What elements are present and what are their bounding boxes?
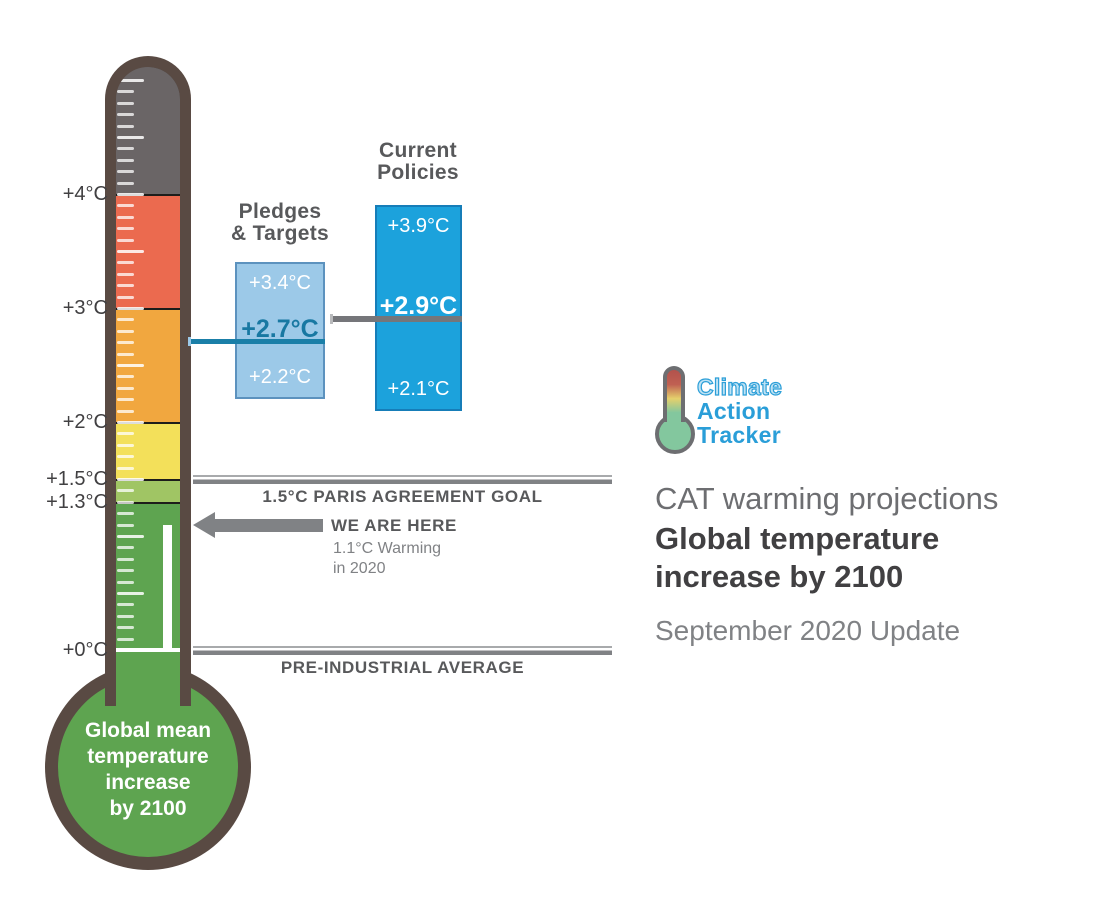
tick-mark (117, 113, 134, 117)
paris-goal-line (193, 475, 612, 484)
segment-1.3-1.5C (116, 479, 180, 502)
tick-mark (117, 307, 144, 310)
tick-mark (117, 592, 144, 595)
tick-mark (117, 603, 134, 607)
bulb-label-line: Global mean (84, 719, 212, 742)
pledges-targets-header: Pledges & Targets (231, 200, 329, 245)
chart-title-bold-2: increase by 2100 (655, 559, 904, 594)
tick-mark (117, 557, 134, 561)
logo-thermometer-tube-icon (663, 366, 685, 422)
bulb-label-line: temperature (87, 745, 209, 768)
paris-goal-label: 1.5°C PARIS AGREEMENT GOAL (262, 487, 543, 506)
pledges-min-value: +2.2°C (249, 366, 311, 389)
pledges-max-value: +3.4°C (249, 272, 311, 295)
zero-degree-line (116, 648, 180, 652)
tick-mark (117, 341, 134, 345)
axis-label: +1.5°C (46, 468, 108, 490)
tick-mark (117, 79, 144, 82)
tick-mark (117, 432, 134, 436)
tick-mark (117, 455, 134, 459)
tick-mark (117, 478, 144, 481)
axis-label: +1.3°C (46, 490, 108, 513)
pledges-median-line (191, 339, 325, 345)
tick-mark (117, 158, 134, 162)
logo-word-climate: Climate (696, 373, 783, 400)
tick-mark (117, 637, 134, 641)
tick-mark (117, 227, 134, 231)
axis-label: +4°C (62, 183, 108, 205)
current-median-line-cap (330, 314, 333, 325)
tick-mark (117, 523, 134, 527)
tick-mark (117, 614, 134, 618)
tick-mark (117, 272, 134, 276)
tick-mark (117, 569, 134, 573)
current-median-line (333, 316, 462, 323)
current-max-value: +3.9°C (387, 215, 450, 238)
pre-industrial-line (193, 646, 612, 655)
tick-mark (117, 580, 134, 584)
current-policies-bar: +3.9°C +2.9°C +2.1°C (375, 205, 462, 411)
current-policies-header: Current Policies (377, 139, 459, 184)
tick-mark (117, 318, 134, 322)
we-are-here-label: WE ARE HERE (331, 515, 457, 535)
thermometer-tube-fill (116, 67, 180, 713)
tick-mark (117, 261, 134, 265)
tick-mark (117, 364, 144, 367)
tick-mark (117, 535, 144, 538)
warming-2020-value: 1.1°C Warming (333, 539, 442, 557)
pledges-median-line-cap (188, 337, 191, 347)
tick-mark (117, 500, 134, 504)
tick-mark (117, 181, 134, 185)
we-are-here-arrow-shaft (214, 518, 323, 532)
logo-word-action: Action (697, 398, 771, 424)
axis-label: +0°C (62, 639, 108, 661)
tick-mark (117, 90, 134, 94)
tick-mark (117, 386, 134, 390)
bulb-label-line: increase (105, 771, 191, 794)
pre-industrial-label: PRE-INDUSTRIAL AVERAGE (280, 658, 525, 677)
tick-mark (117, 250, 144, 253)
tick-mark (117, 409, 134, 413)
tick-mark (117, 204, 134, 208)
tick-mark (117, 101, 134, 105)
tick-mark (117, 398, 134, 402)
tick-mark (117, 489, 134, 493)
axis-label: +2°C (62, 411, 108, 433)
current-warming-bar (163, 524, 172, 650)
tick-mark (117, 238, 134, 242)
tick-mark (117, 215, 134, 219)
pledges-median-value: +2.7°C (241, 315, 319, 344)
segment-1.5-2C (116, 422, 180, 479)
tick-mark (117, 375, 134, 379)
tick-mark (117, 443, 134, 447)
current-median-value: +2.9°C (379, 292, 458, 321)
tick-mark (117, 147, 134, 151)
chart-subtitle: September 2020 Update (655, 615, 961, 646)
chart-title-bold-1: Global temperature (655, 521, 940, 556)
tick-mark (117, 284, 134, 288)
chart-title: CAT warming projections (655, 481, 999, 516)
tick-mark (117, 329, 134, 333)
pledges-targets-bar: +3.4°C +2.7°C +2.2°C (235, 262, 325, 400)
tick-mark (117, 136, 144, 139)
warming-2020-year: in 2020 (333, 559, 386, 577)
bulb-label: Global mean temperature increase by 2100 (48, 718, 248, 822)
tick-mark (117, 546, 134, 550)
current-min-value: +2.1°C (387, 377, 450, 400)
axis-label: +3°C (62, 297, 108, 319)
tick-mark (117, 466, 134, 470)
tick-mark (117, 421, 144, 424)
tick-mark (117, 626, 134, 630)
tick-mark (117, 295, 134, 299)
bulb-label-line: by 2100 (109, 797, 187, 820)
we-are-here-arrow-icon (193, 511, 215, 538)
tick-mark (117, 170, 134, 174)
logo-word-tracker: Tracker (697, 422, 781, 448)
tick-mark (117, 124, 134, 128)
segment-above-scale (116, 67, 180, 194)
tick-mark (117, 352, 134, 356)
tick-mark (117, 512, 134, 516)
tick-mark (117, 193, 144, 196)
